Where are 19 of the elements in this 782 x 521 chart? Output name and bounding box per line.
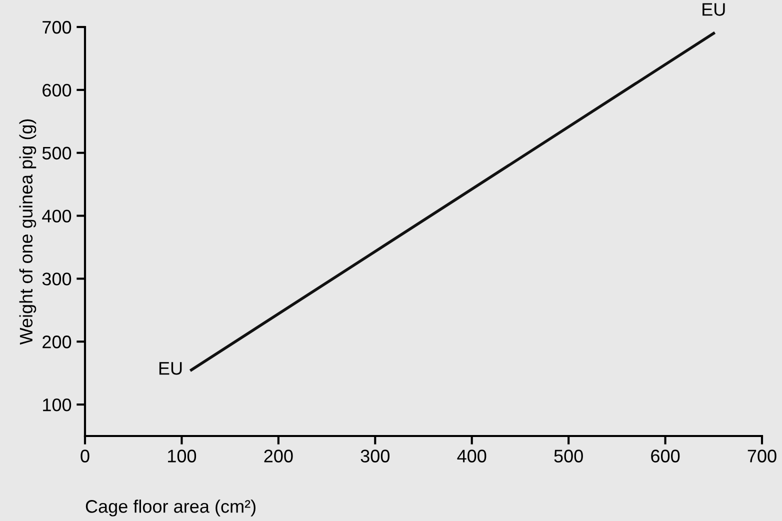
y-tick-label: 300 [42, 272, 72, 286]
x-tick-label: 500 [554, 450, 583, 462]
y-tick-label: 200 [42, 336, 72, 348]
y-tick-label: 700 [42, 20, 72, 34]
x-tick-label: 100 [168, 450, 196, 462]
y-axis-title: Weight of one guinea pig (g) [19, 119, 36, 345]
x-tick-label: 600 [651, 450, 680, 462]
x-tick-label: 400 [457, 450, 486, 462]
annotation: EU [702, 3, 725, 16]
x-tick-label: 0 [80, 450, 90, 462]
x-tick-label: 300 [360, 450, 390, 462]
x-tick-label: 200 [264, 450, 293, 462]
x-tick-label: 700 [748, 450, 776, 462]
annotation: EU [159, 362, 182, 375]
y-tick-label: 100 [43, 398, 72, 412]
y-tick-label: 500 [42, 146, 72, 160]
y-tick-label: 400 [42, 210, 72, 222]
y-tick-label: 600 [42, 84, 72, 97]
x-axis-title: Cage floor area (cm²) [86, 500, 256, 516]
